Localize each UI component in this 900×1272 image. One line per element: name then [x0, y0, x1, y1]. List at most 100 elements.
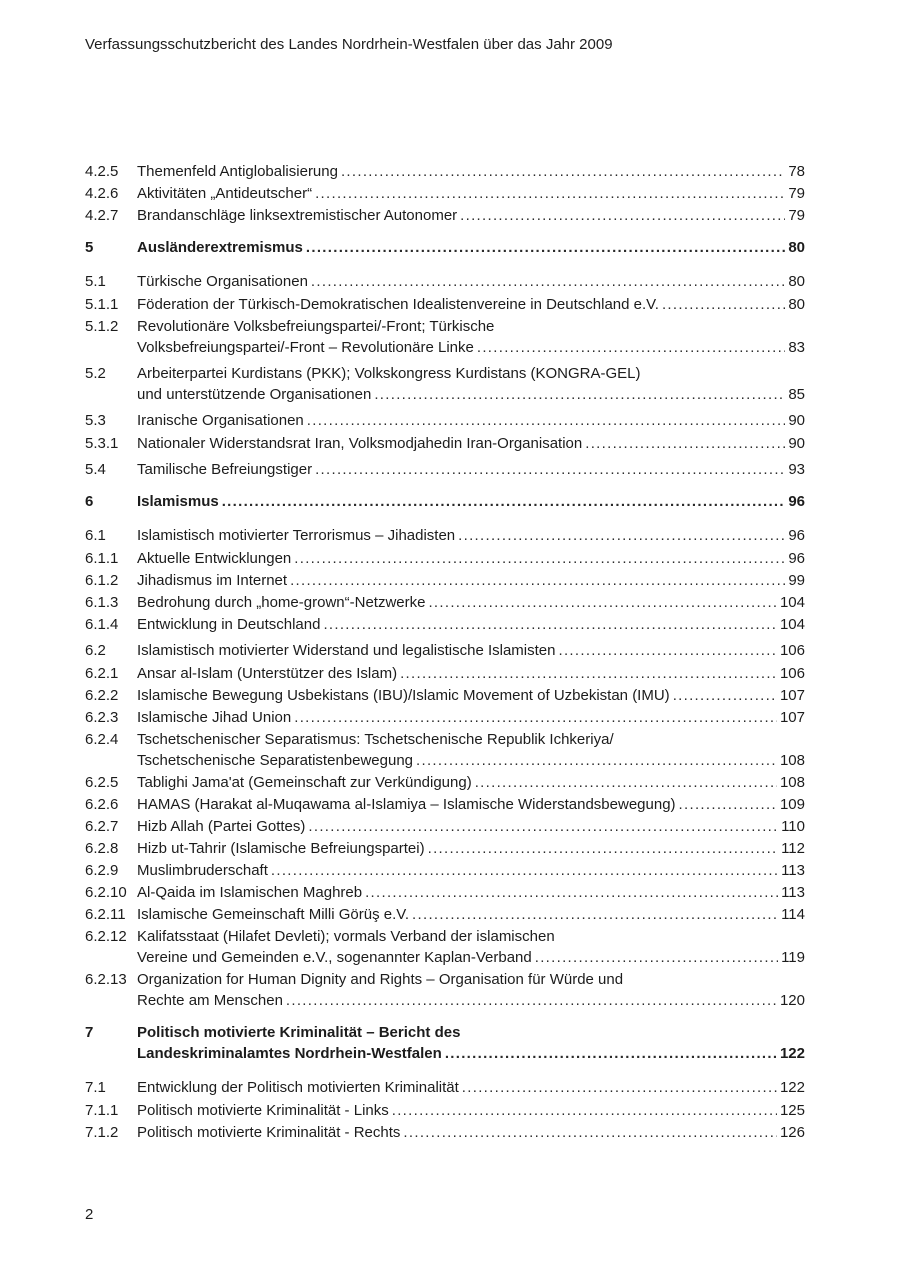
toc-entry: 6.2.8 Hizb ut-Tahrir (Islamische Befreiun… — [85, 838, 805, 859]
toc-entry-number: 5 — [85, 239, 94, 256]
toc-entry-title: Entwicklung der Politisch motivierten Kr… — [137, 1079, 459, 1096]
toc-entry-title: Muslimbruderschaft — [137, 862, 268, 879]
toc-entry-title: Islamistisch motivierter Widerstand und … — [137, 642, 556, 659]
toc-entry-title: Hizb ut-Tahrir (Islamische Befreiungspar… — [137, 840, 425, 857]
toc-entry-number: 4.2.5 — [85, 163, 119, 180]
toc-entry-title-block: Organization for Human Dignity and Right… — [137, 969, 805, 1011]
toc-entry-page: 114 — [781, 906, 805, 923]
toc-entry-title-block: Al-Qaida im Islamischen Maghreb 113 — [137, 882, 805, 903]
toc-leader-dots — [535, 947, 778, 968]
toc-entry-page: 109 — [779, 796, 805, 813]
toc-entry-title: Tschetschenischer Separatismus: Tschetsc… — [137, 731, 614, 748]
toc-leader-dots — [294, 548, 785, 569]
toc-entry: 7 Politisch motivierte Kriminalität – Ber… — [85, 1022, 805, 1064]
toc-entry-title: Ansar al-Islam (Unterstützer des Islam) — [137, 665, 398, 682]
toc-leader-dots — [585, 433, 785, 454]
toc-entry-title: Brandanschläge linksextremistischer Auto… — [137, 207, 458, 224]
toc-entry-page: 113 — [781, 862, 805, 879]
toc-entry-title: Tschetschenische Separatistenbewegung — [137, 752, 414, 769]
toc-entry-title-block: Politisch motivierte Kriminalität – Beri… — [137, 1022, 805, 1064]
toc-entry-number: 6.2.8 — [85, 840, 119, 857]
toc-entry-title-block: Hizb Allah (Partei Gottes) 110 — [137, 816, 805, 837]
toc-entry-page: 99 — [788, 572, 805, 589]
toc-entry: 6.2.12 Kalifatsstaat (Hilafet Devleti); v… — [85, 926, 805, 968]
toc-leader-dots — [290, 570, 785, 591]
toc-entry: 4.2.7 Brandanschläge linksextremistischer… — [85, 205, 805, 226]
toc-entry: 7.1 Entwicklung der Politisch motivierten… — [85, 1077, 805, 1098]
toc-entry-number: 6.2 — [85, 642, 106, 659]
toc-entry: 6.2.13 Organization for Human Dignity and… — [85, 969, 805, 1011]
toc-entry-title: Islamische Bewegung Usbekistans (IBU)/Is… — [137, 687, 670, 704]
toc-entry-title-block: Politisch motivierte Kriminalität - Rech… — [137, 1122, 805, 1143]
toc-entry-number: 6.2.2 — [85, 687, 119, 704]
toc-entry-page: 96 — [788, 493, 805, 510]
toc-entry-title-block: Ansar al-Islam (Unterstützer des Islam) 1… — [137, 663, 805, 684]
toc-entry-page: 122 — [779, 1079, 805, 1096]
toc-entry-title-block: Islamistisch motivierter Widerstand und … — [137, 640, 805, 661]
toc-entry-title-block: Ausländerextremismus 80 — [137, 237, 805, 258]
toc-entry: 6.2.10 Al-Qaida im Islamischen Maghreb 113 — [85, 882, 805, 903]
toc-entry: 5.1.2 Revolutionäre Volksbefreiungspartei… — [85, 316, 805, 358]
toc-leader-dots — [475, 772, 777, 793]
toc-entry-number: 6.1 — [85, 527, 106, 544]
toc-entry-number: 5.2 — [85, 365, 106, 382]
toc-entry: 5.2 Arbeiterpartei Kurdistans (PKK); Volk… — [85, 363, 805, 405]
toc-leader-dots — [308, 816, 778, 837]
toc-entry-page: 126 — [779, 1124, 805, 1141]
page-number: 2 — [85, 1206, 94, 1223]
toc-entry-title: Islamische Gemeinschaft Milli Görüş e.V. — [137, 906, 410, 923]
toc-entry: 5.1.1 Föderation der Türkisch-Demokratisc… — [85, 294, 805, 315]
toc-entry: 6.2 Islamistisch motivierter Widerstand u… — [85, 640, 805, 661]
toc-entry-title-block: Aktuelle Entwicklungen 96 — [137, 548, 805, 569]
toc-entry-number: 5.4 — [85, 461, 106, 478]
toc-leader-dots — [462, 1077, 777, 1098]
toc-entry-title-block: Tamilische Befreiungstiger 93 — [137, 459, 805, 480]
toc-entry-title: Revolutionäre Volksbefreiungspartei/-Fro… — [137, 318, 495, 335]
toc-entry-number: 7.1 — [85, 1079, 106, 1096]
toc-entry-number: 6.2.10 — [85, 884, 127, 901]
toc-leader-dots — [428, 838, 778, 859]
toc-entry-title-block: Föderation der Türkisch-Demokratischen I… — [137, 294, 805, 315]
toc-entry-number: 6.2.1 — [85, 665, 119, 682]
toc-entry-page: 104 — [779, 616, 805, 633]
toc-entry: 6.2.4 Tschetschenischer Separatismus: Tsc… — [85, 729, 805, 771]
toc-entry-page: 96 — [788, 527, 805, 544]
toc-entry-number: 6 — [85, 493, 94, 510]
toc-entry-number: 6.2.5 — [85, 774, 119, 791]
toc-entry-page: 106 — [779, 665, 805, 682]
toc-leader-dots — [222, 491, 786, 512]
toc-entry-title-block: Tablighi Jama'at (Gemeinschaft zur Verkü… — [137, 772, 805, 793]
toc-entry-title: HAMAS (Harakat al-Muqawama al-Islamiya –… — [137, 796, 676, 813]
toc-entry-title: Rechte am Menschen — [137, 992, 283, 1009]
toc-entry-page: 90 — [788, 412, 805, 429]
toc-entry-title: Politisch motivierte Kriminalität - Rech… — [137, 1124, 401, 1141]
toc-entry-title-block: Türkische Organisationen 80 — [137, 271, 805, 292]
toc-entry-number: 5.1.2 — [85, 318, 119, 335]
toc-entry-title: Islamische Jihad Union — [137, 709, 292, 726]
toc-entry-title-block: Arbeiterpartei Kurdistans (PKK); Volksko… — [137, 363, 805, 405]
toc-entry: 6.2.9 Muslimbruderschaft 113 — [85, 860, 805, 881]
toc-leader-dots — [315, 183, 785, 204]
toc-entry: 6.2.2 Islamische Bewegung Usbekistans (IB… — [85, 685, 805, 706]
toc-entry-number: 6.2.9 — [85, 862, 119, 879]
toc-entry-page: 112 — [781, 840, 805, 857]
toc-entry-number: 7.1.1 — [85, 1102, 119, 1119]
toc-entry-number: 7.1.2 — [85, 1124, 119, 1141]
toc-entry-title-block: Islamistisch motivierter Terrorismus – J… — [137, 525, 805, 546]
toc-entry-page: 106 — [779, 642, 805, 659]
toc-entry-title-block: Jihadismus im Internet 99 — [137, 570, 805, 591]
toc-entry-title-block: Revolutionäre Volksbefreiungspartei/-Fro… — [137, 316, 805, 358]
toc-entry-page: 85 — [788, 386, 805, 403]
toc-entry-page: 108 — [779, 774, 805, 791]
toc-entry-title-block: Aktivitäten „Antideutscher“ 79 — [137, 183, 805, 204]
toc-entry-number: 6.2.12 — [85, 928, 127, 945]
toc-entry-page: 108 — [779, 752, 805, 769]
toc-entry: 6.1.3 Bedrohung durch „home-grown“-Netzwe… — [85, 592, 805, 613]
toc-entry-title: Hizb Allah (Partei Gottes) — [137, 818, 306, 835]
toc-entry-title: Kalifatsstaat (Hilafet Devleti); vormals… — [137, 928, 555, 945]
toc-entry-number: 6.2.7 — [85, 818, 119, 835]
toc-entry-title: Türkische Organisationen — [137, 273, 308, 290]
toc-entry-number: 6.1.3 — [85, 594, 119, 611]
toc-entry: 6.1.1 Aktuelle Entwicklungen 96 — [85, 548, 805, 569]
